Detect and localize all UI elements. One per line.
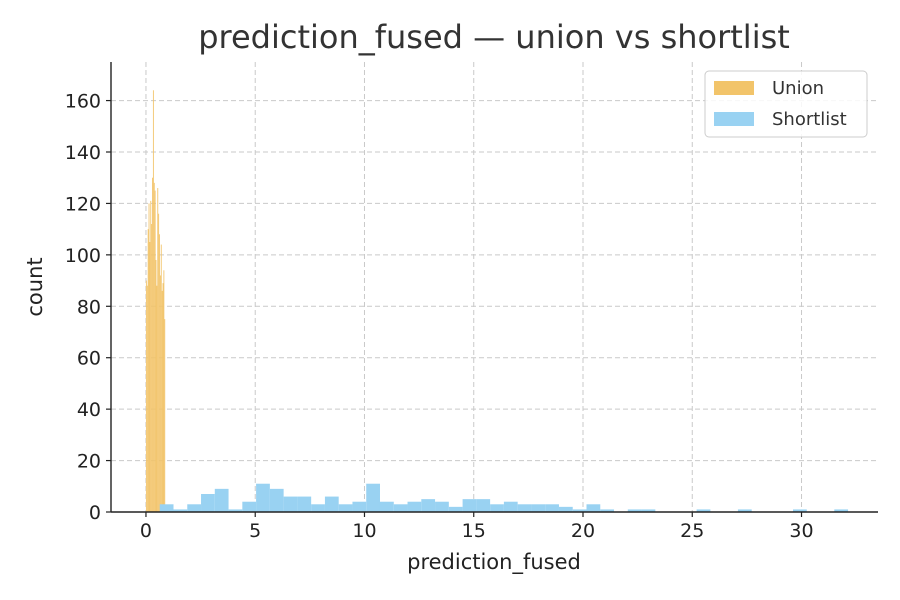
x-tick-label: 30 xyxy=(789,520,813,542)
histogram-bar xyxy=(448,506,463,512)
histogram-bar xyxy=(157,188,159,512)
histogram-bar xyxy=(150,200,152,512)
histogram-bar xyxy=(627,509,642,512)
y-tick-label: 80 xyxy=(77,296,101,318)
y-tick-label: 160 xyxy=(65,91,101,113)
histogram-bar xyxy=(145,280,147,512)
histogram-bar xyxy=(476,499,491,512)
series-shortlist xyxy=(159,483,849,512)
x-tick-label: 5 xyxy=(249,520,261,542)
legend-label: Union xyxy=(772,78,824,99)
histogram-bar xyxy=(156,285,158,512)
y-tick-label: 140 xyxy=(65,142,101,164)
histogram-bar xyxy=(228,509,243,512)
x-tick-label: 25 xyxy=(680,520,704,542)
tick-labels: 0 5 10 15 20 25 30 0 20 40 60 80 100 120 140 160 xyxy=(65,91,814,542)
histogram-bar xyxy=(572,509,587,512)
histogram-bar xyxy=(201,494,215,512)
histogram-bar xyxy=(379,501,394,512)
histogram-bar xyxy=(146,285,148,512)
y-axis-label: count xyxy=(23,257,47,316)
y-tick-label: 120 xyxy=(65,193,101,215)
histogram-bar xyxy=(214,488,229,512)
series-union xyxy=(145,90,166,513)
y-tick-label: 20 xyxy=(77,451,101,473)
histogram-bar xyxy=(834,509,849,512)
y-tick-label: 40 xyxy=(77,399,101,421)
histogram-bar xyxy=(161,290,163,512)
histogram-bar xyxy=(338,504,353,512)
x-tick-label: 15 xyxy=(462,520,486,542)
histogram-bar xyxy=(152,90,154,513)
histogram-bar xyxy=(269,488,284,512)
histogram-bar xyxy=(155,260,157,512)
histogram-bar xyxy=(792,509,807,512)
histogram-bars xyxy=(145,90,849,513)
histogram-bar xyxy=(283,496,298,512)
histogram-bar xyxy=(517,504,532,512)
histogram-bar xyxy=(153,182,155,512)
histogram-bar xyxy=(159,504,174,512)
histogram-bar xyxy=(163,270,165,512)
histogram-bar xyxy=(149,242,151,512)
histogram-bar xyxy=(159,234,160,513)
histogram-bar xyxy=(490,504,504,512)
y-tick-label: 0 xyxy=(89,502,101,524)
histogram-bar xyxy=(151,224,153,512)
histogram-bar xyxy=(148,203,150,512)
histogram-bar xyxy=(558,506,573,512)
histogram-bar xyxy=(152,177,153,512)
legend-swatch xyxy=(714,81,754,95)
histogram-bar xyxy=(462,499,477,512)
histogram-bar xyxy=(586,504,601,512)
histogram-bar xyxy=(256,483,270,512)
chart-title: prediction_fused — union vs shortlist xyxy=(198,18,790,56)
histogram-bar xyxy=(600,509,615,512)
histogram-bar xyxy=(164,319,166,512)
histogram-bar xyxy=(311,504,325,512)
histogram-bar xyxy=(324,496,339,512)
histogram-bar xyxy=(503,501,518,512)
histogram-bar xyxy=(641,509,656,512)
histogram-bar xyxy=(159,275,161,512)
x-axis-label: prediction_fused xyxy=(407,550,581,575)
histogram-bar xyxy=(737,509,752,512)
legend: Union Shortlist xyxy=(704,70,868,138)
histogram-bar xyxy=(407,501,422,512)
histogram-bar xyxy=(160,244,162,513)
histogram-bar xyxy=(531,504,546,512)
histogram-bar xyxy=(352,501,367,512)
histogram-bar xyxy=(147,229,149,512)
histogram-bar xyxy=(366,483,380,512)
x-tick-label: 10 xyxy=(352,520,376,542)
histogram-bar xyxy=(154,190,156,513)
histogram-bar xyxy=(173,509,188,512)
histogram-bar xyxy=(545,504,559,512)
histogram-bar xyxy=(187,504,202,512)
histogram-bar xyxy=(393,504,408,512)
legend-label: Shortlist xyxy=(772,109,847,130)
histogram-bar xyxy=(696,509,711,512)
histogram-bar xyxy=(162,283,164,512)
histogram-bar xyxy=(297,496,312,512)
y-tick-label: 100 xyxy=(65,245,101,267)
histogram-bar xyxy=(435,501,449,512)
legend-swatch xyxy=(714,112,754,126)
x-tick-label: 0 xyxy=(140,520,152,542)
histogram-bar xyxy=(158,213,160,512)
histogram-bar xyxy=(242,501,257,512)
y-tick-label: 60 xyxy=(77,348,101,370)
histogram-bar xyxy=(421,499,436,512)
x-tick-label: 20 xyxy=(571,520,595,542)
axes xyxy=(106,62,878,517)
